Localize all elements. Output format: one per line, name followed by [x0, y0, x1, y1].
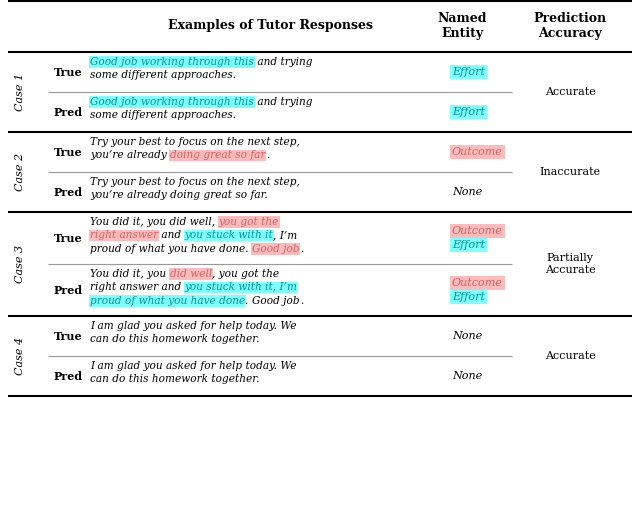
Text: I am glad you asked for help today. We: I am glad you asked for help today. We — [90, 321, 296, 331]
Text: .: . — [300, 244, 303, 254]
Text: True: True — [54, 330, 83, 341]
Text: Partially
Accurate: Partially Accurate — [545, 253, 595, 275]
Text: Effort: Effort — [452, 67, 485, 77]
Text: True: True — [54, 147, 83, 157]
Text: .: . — [245, 296, 252, 306]
Text: Accurate: Accurate — [545, 351, 595, 361]
Text: Outcome: Outcome — [452, 147, 503, 157]
Text: , I’m: , I’m — [273, 230, 298, 240]
Text: Good job: Good job — [252, 244, 300, 254]
Text: Effort: Effort — [452, 107, 485, 117]
Text: Good job working through this: Good job working through this — [90, 57, 253, 67]
Text: can do this homework together.: can do this homework together. — [90, 335, 259, 345]
Text: Named
Entity: Named Entity — [437, 12, 487, 40]
Text: you’re already doing great so far.: you’re already doing great so far. — [90, 190, 268, 200]
Text: proud of what you have done: proud of what you have done — [90, 296, 245, 306]
Text: you got the: you got the — [218, 217, 279, 227]
Text: Pred: Pred — [53, 106, 83, 117]
Text: Good job: Good job — [252, 296, 300, 306]
Text: Try your best to focus on the next step,: Try your best to focus on the next step, — [90, 177, 300, 187]
Text: some different approaches.: some different approaches. — [90, 70, 236, 80]
Text: True: True — [54, 232, 83, 244]
Text: can do this homework together.: can do this homework together. — [90, 375, 259, 385]
Text: Accurate: Accurate — [545, 87, 595, 97]
Text: and: and — [158, 230, 184, 240]
Text: Outcome: Outcome — [452, 226, 503, 236]
Text: None: None — [452, 187, 483, 197]
Text: Examples of Tutor Responses: Examples of Tutor Responses — [168, 19, 374, 33]
Text: Case 2: Case 2 — [15, 153, 25, 191]
Text: Case 1: Case 1 — [15, 73, 25, 111]
Text: Prediction
Accuracy: Prediction Accuracy — [533, 12, 607, 40]
Text: and trying: and trying — [253, 97, 312, 107]
Text: Case 4: Case 4 — [15, 337, 25, 375]
Text: Pred: Pred — [53, 285, 83, 296]
Text: Outcome: Outcome — [452, 278, 503, 288]
Text: Effort: Effort — [452, 240, 485, 250]
Text: You did it, you: You did it, you — [90, 269, 170, 279]
Text: Pred: Pred — [53, 187, 83, 197]
Text: right answer and: right answer and — [90, 282, 184, 292]
Text: Inaccurate: Inaccurate — [540, 167, 600, 177]
Text: doing great so far: doing great so far — [170, 150, 266, 160]
Text: some different approaches.: some different approaches. — [90, 110, 236, 120]
Text: you stuck with it: you stuck with it — [184, 230, 273, 240]
Text: and trying: and trying — [253, 57, 312, 67]
Text: Try your best to focus on the next step,: Try your best to focus on the next step, — [90, 137, 300, 147]
Text: You did it, you did well,: You did it, you did well, — [90, 217, 218, 227]
Text: Case 3: Case 3 — [15, 245, 25, 283]
Text: .: . — [266, 150, 269, 160]
Text: True: True — [54, 66, 83, 77]
Text: Good job working through this: Good job working through this — [90, 97, 253, 107]
Text: , you got the: , you got the — [212, 269, 279, 279]
Text: None: None — [452, 331, 483, 341]
Text: proud of what you have done.: proud of what you have done. — [90, 244, 252, 254]
Text: you stuck with it, I’m: you stuck with it, I’m — [184, 282, 298, 292]
Text: you’re already: you’re already — [90, 150, 170, 160]
Text: right answer: right answer — [90, 230, 158, 240]
Text: None: None — [452, 371, 483, 381]
Text: I am glad you asked for help today. We: I am glad you asked for help today. We — [90, 361, 296, 371]
Text: .: . — [300, 296, 303, 306]
Text: did well: did well — [170, 269, 212, 279]
Text: Effort: Effort — [452, 292, 485, 302]
Text: Pred: Pred — [53, 370, 83, 381]
